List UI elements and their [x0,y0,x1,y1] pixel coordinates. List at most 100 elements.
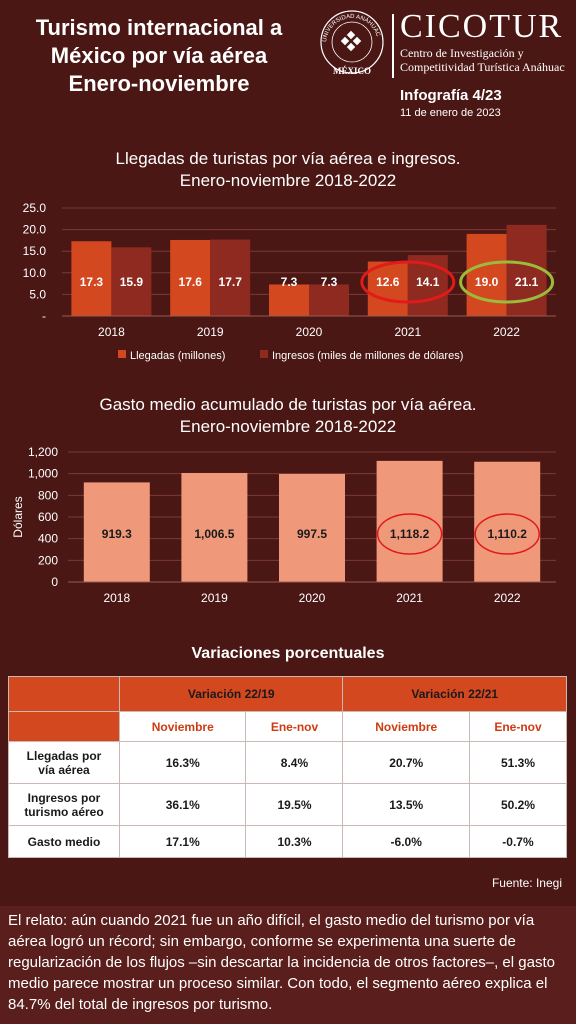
data-label: 1,118.2 [390,527,430,541]
x-tick-label: 2021 [394,325,421,339]
table-corner [8,711,120,742]
subheader: Noviembre [118,711,247,742]
table-cell: 20.7% [342,741,470,784]
y-tick-label: 800 [38,488,58,502]
y-tick-label: 400 [38,532,58,546]
y-tick-label: - [42,309,46,323]
row-label-line: vía aérea [38,762,90,777]
row-label: Gasto medio [8,825,120,858]
y-tick-label: 1,000 [28,467,58,481]
group-header: Variación 22/21 [342,676,567,712]
row-label: Ingresos por turismo aéreo [8,783,120,826]
row-label-line: Ingresos por [27,790,101,805]
data-label: 7.3 [281,275,298,289]
bar [181,472,248,582]
x-tick-label: 2020 [299,591,326,605]
table-cell: -6.0% [342,825,470,858]
data-label: 997.5 [297,527,327,541]
brand-name: CICOTUR [400,8,564,45]
narrative-text: El relato: aún cuando 2021 fue un año di… [8,912,555,1013]
y-tick-label: 10.0 [23,266,47,280]
data-label: 12.6 [376,275,400,289]
x-tick-label: 2018 [103,591,130,605]
table-cell: 50.2% [468,783,568,826]
bar [309,284,349,316]
bar [210,239,251,316]
arrivals-revenue-chart: - 5.0 10.0 15.0 20.0 25.0 17.3 15.9 2018 17.6 17.7… [23,201,556,362]
table-row: Gasto medio 17.1% 10.3% -6.0% -0.7% [8,825,568,858]
data-label: 15.9 [120,275,144,289]
legend-label: Ingresos (miles de millones de dólares) [272,350,463,362]
x-tick-label: 2022 [493,325,520,339]
highlight-ellipse [459,260,555,304]
y-tick-label: 5.0 [29,287,46,301]
x-tick-label: 2019 [201,591,228,605]
chart2-title-line: Enero-noviembre 2018-2022 [179,417,397,436]
y-tick-label: 600 [38,510,58,524]
x-tick-label: 2019 [197,325,224,339]
brand-subtitle-line: Centro de Investigación y [400,46,524,60]
y-tick-label: 15.0 [23,244,47,258]
x-tick-label: 2018 [98,325,125,339]
subheader: Ene-nov [468,711,568,742]
bar [83,482,150,582]
bar [474,461,541,582]
y-tick-label: 200 [38,553,58,567]
highlight-ellipse [360,260,456,304]
legend-swatch [260,350,268,358]
table-cell: 10.3% [245,825,344,858]
bar [269,284,309,316]
subheader: Noviembre [342,711,470,742]
y-axis-label: Dólares [11,496,25,537]
y-tick-label: 1,200 [28,445,58,459]
y-tick-label: 25.0 [23,201,47,215]
data-label: 19.0 [475,275,499,289]
university-seal-icon: UNIVERSIDAD ANÁHUAC [320,10,384,74]
table-cell: 17.1% [118,825,247,858]
chart1-title-line: Llegadas de turistas por vía aérea e ing… [115,149,461,168]
legend-label: Llegadas (millones) [130,350,225,362]
table-cell: 36.1% [118,783,247,826]
title-line: Enero-noviembre [68,71,250,96]
group-header: Variación 22/19 [118,676,344,712]
variations-title: Variaciones porcentuales [191,645,385,662]
chart1-title-line: Enero-noviembre 2018-2022 [179,171,397,190]
data-label: 17.7 [219,275,243,289]
footer-panel [0,906,576,1024]
data-label: 919.3 [102,527,132,541]
data-label: 1,110.2 [488,527,528,541]
y-tick-label: 20.0 [23,223,47,237]
chart1-title: Llegadas de turistas por vía aérea e ing… [0,148,576,192]
data-label: 21.1 [515,275,539,289]
seal-caption: MÉXICO [333,66,371,76]
variations-table: Variación 22/19 Variación 22/21 Noviembr… [8,676,568,858]
table-cell: 16.3% [118,741,247,784]
data-label: 7.3 [321,275,338,289]
main-title: Turismo internacional a México por vía a… [14,14,304,98]
infographic-date: 11 de enero de 2023 [400,107,501,119]
data-label: 17.3 [80,275,104,289]
highlight-ellipse [474,513,540,555]
bar [71,241,112,316]
title-line: Turismo internacional a [35,15,283,40]
table-row: Ingresos por turismo aéreo 36.1% 19.5% 13… [8,783,568,826]
row-label: Llegadas por vía aérea [8,741,120,784]
bar [279,473,345,582]
brand-subtitle: Centro de Investigación y Competitividad… [400,46,565,74]
table-corner [8,676,120,712]
x-tick-label: 2021 [396,591,423,605]
bar [376,460,443,582]
bar [170,239,211,316]
table-cell: 13.5% [342,783,470,826]
row-label-line: turismo aéreo [24,804,104,819]
source-note: Fuente: Inegi [491,876,562,890]
legend-swatch [118,350,126,358]
logo-divider [392,14,394,78]
bar [111,247,152,316]
highlight-ellipse [376,513,443,555]
table-cell: 19.5% [245,783,344,826]
table-cell: 51.3% [468,741,568,784]
row-label-line: Llegadas por [26,748,102,763]
infographic-number: Infografía 4/23 [400,87,502,104]
table-row: Llegadas por vía aérea 16.3% 8.4% 20.7% 5… [8,741,568,784]
